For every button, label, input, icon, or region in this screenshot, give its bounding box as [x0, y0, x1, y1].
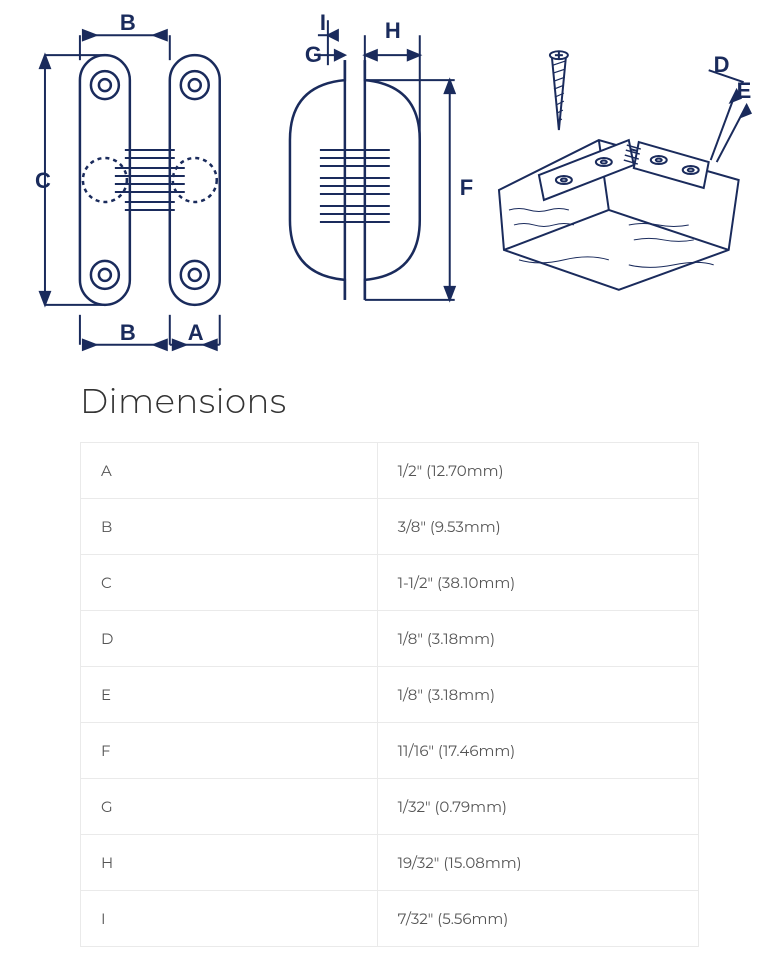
dimension-value-cell: 3/8" (9.53mm) [377, 499, 698, 555]
table-row: A1/2" (12.70mm) [81, 443, 699, 499]
table-row: F11/16" (17.46mm) [81, 723, 699, 779]
dim-label-b-bottom: B [120, 320, 136, 345]
dimension-value-cell: 1/32" (0.79mm) [377, 779, 698, 835]
dim-label-b-top: B [120, 10, 136, 35]
dimension-value-cell: 1/8" (3.18mm) [377, 667, 698, 723]
dim-label-h: H [385, 18, 401, 43]
table-row: I7/32" (5.56mm) [81, 891, 699, 947]
dim-label-e: E [737, 78, 752, 103]
dimension-value-cell: 1/2" (12.70mm) [377, 443, 698, 499]
dim-label-g: G [305, 42, 322, 67]
dim-label-c: C [35, 168, 51, 193]
hinge-front-view-diagram: C B B A [20, 10, 250, 370]
dimension-key-cell: A [81, 443, 378, 499]
dimension-value-cell: 19/32" (15.08mm) [377, 835, 698, 891]
table-row: G1/32" (0.79mm) [81, 779, 699, 835]
table-row: C1-1/2" (38.10mm) [81, 555, 699, 611]
dimension-key-cell: D [81, 611, 378, 667]
dim-label-a: A [188, 320, 204, 345]
table-row: E1/8" (3.18mm) [81, 667, 699, 723]
dimension-key-cell: C [81, 555, 378, 611]
dimension-key-cell: G [81, 779, 378, 835]
dim-label-f: F [459, 175, 472, 200]
technical-diagram-row: C B B A [0, 0, 779, 370]
dimension-value-cell: 7/32" (5.56mm) [377, 891, 698, 947]
dimension-key-cell: F [81, 723, 378, 779]
dimension-key-cell: H [81, 835, 378, 891]
dim-label-d: D [714, 52, 730, 77]
hinge-side-view-diagram: I G H F [250, 10, 480, 370]
dimensions-table: A1/2" (12.70mm)B3/8" (9.53mm)C1-1/2" (38… [80, 442, 699, 947]
dimension-value-cell: 1/8" (3.18mm) [377, 611, 698, 667]
dimension-key-cell: B [81, 499, 378, 555]
table-row: D1/8" (3.18mm) [81, 611, 699, 667]
dim-label-i: I [320, 10, 326, 35]
dimensions-heading: Dimensions [80, 380, 699, 422]
dimension-value-cell: 1-1/2" (38.10mm) [377, 555, 698, 611]
hinge-isometric-view-diagram: D E [479, 10, 759, 370]
dimension-key-cell: I [81, 891, 378, 947]
dimension-value-cell: 11/16" (17.46mm) [377, 723, 698, 779]
table-row: H19/32" (15.08mm) [81, 835, 699, 891]
table-row: B3/8" (9.53mm) [81, 499, 699, 555]
dimension-key-cell: E [81, 667, 378, 723]
